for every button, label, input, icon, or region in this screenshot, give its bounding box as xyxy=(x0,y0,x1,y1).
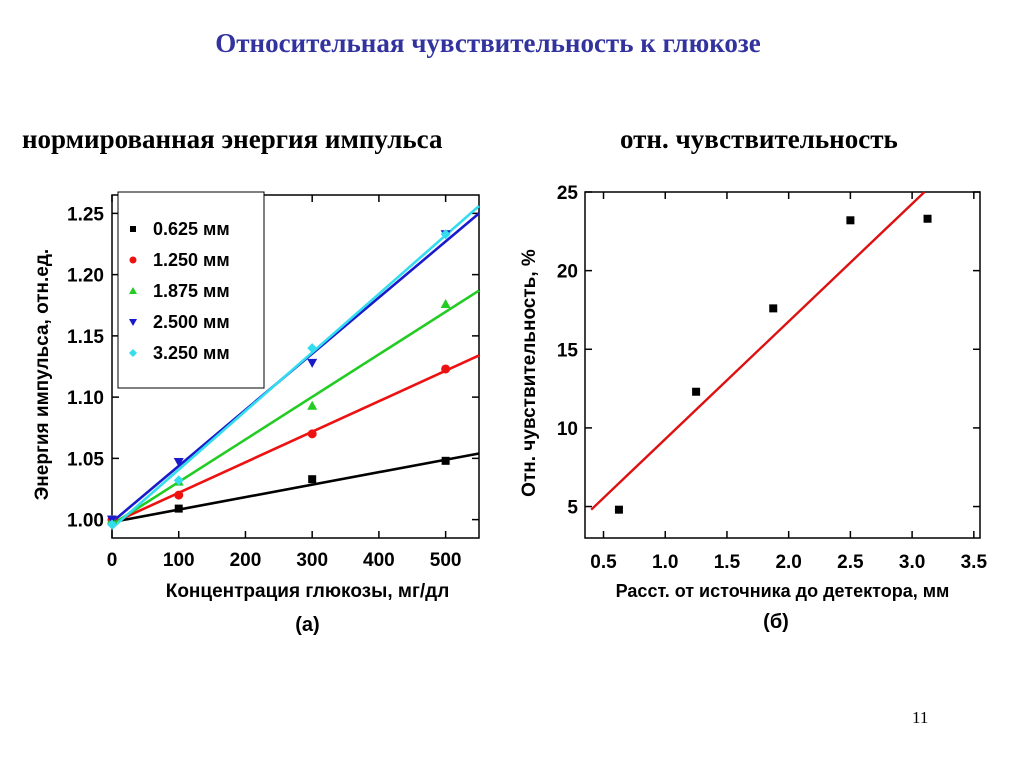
data-point xyxy=(441,456,450,465)
legend-label: 2.500 мм xyxy=(153,312,230,332)
y-tick-label: 20 xyxy=(557,262,578,283)
x-tick-label: 0.5 xyxy=(590,552,617,573)
y-tick-label: 1.20 xyxy=(67,266,104,287)
data-point xyxy=(441,364,451,374)
fit-line xyxy=(111,205,480,530)
x-tick-label: 100 xyxy=(163,550,195,571)
y-tick-label: 15 xyxy=(557,340,579,361)
x-tick-label: 0 xyxy=(107,550,118,571)
data-point xyxy=(174,490,184,500)
legend-label: 3.250 мм xyxy=(153,343,230,363)
subtitle-right: отн. чувствительность xyxy=(620,124,898,154)
data-point xyxy=(440,299,451,309)
y-tick-label: 1.10 xyxy=(67,388,104,409)
legend-marker xyxy=(129,256,137,264)
legend-label: 1.875 мм xyxy=(153,281,230,301)
y-axis-label: Отн. чувствительность, % xyxy=(519,249,540,497)
legend-marker xyxy=(129,349,137,357)
x-tick-label: 2.0 xyxy=(775,552,801,573)
fit-line xyxy=(590,191,926,511)
y-tick-label: 1.05 xyxy=(67,449,104,470)
x-axis-label: Расст. от источника до детектора, мм xyxy=(616,581,950,601)
data-point xyxy=(769,304,778,313)
data-point xyxy=(107,519,117,530)
fit-line xyxy=(111,452,480,524)
data-point xyxy=(174,504,183,513)
y-tick-label: 10 xyxy=(557,419,578,440)
legend-label: 1.250 мм xyxy=(153,250,230,270)
data-point xyxy=(307,429,317,439)
data-point xyxy=(923,214,932,223)
y-axis-label: Энергия импульса, отн.ед. xyxy=(32,249,53,500)
data-point xyxy=(307,343,318,354)
x-tick-label: 400 xyxy=(363,550,395,571)
data-point xyxy=(440,229,451,240)
x-tick-label: 300 xyxy=(296,550,328,571)
data-point xyxy=(173,475,184,486)
legend-marker xyxy=(129,319,137,326)
chart-caption: (а) xyxy=(295,614,319,636)
data-point xyxy=(846,216,855,225)
x-tick-label: 2.5 xyxy=(837,552,864,573)
page-number: 11 xyxy=(912,708,929,727)
y-tick-label: 5 xyxy=(567,498,578,519)
data-point xyxy=(614,505,623,514)
x-tick-label: 3.5 xyxy=(961,552,988,573)
subtitle-left: нормированная энергия импульса xyxy=(22,124,443,154)
x-tick-label: 200 xyxy=(230,550,262,571)
x-tick-label: 3.0 xyxy=(899,552,925,573)
legend-box xyxy=(117,191,265,389)
x-axis-label: Концентрация глюкозы, мг/дл xyxy=(166,581,450,602)
x-tick-label: 500 xyxy=(430,550,462,571)
y-tick-label: 1.00 xyxy=(67,511,104,532)
x-tick-label: 1.5 xyxy=(714,552,741,573)
data-point xyxy=(692,387,701,396)
legend-label: 0.625 мм xyxy=(153,219,230,239)
data-point xyxy=(307,358,318,368)
data-point xyxy=(308,475,317,484)
plot-frame xyxy=(584,191,981,539)
fit-line xyxy=(111,289,480,526)
slide-title: Относительная чувствительность к глюкозе xyxy=(215,28,761,58)
legend-marker xyxy=(130,226,136,232)
data-point xyxy=(173,458,184,468)
legend-marker xyxy=(129,287,137,294)
y-tick-label: 1.25 xyxy=(67,204,104,225)
y-tick-label: 25 xyxy=(557,183,579,204)
x-tick-label: 1.0 xyxy=(652,552,678,573)
data-point xyxy=(307,400,318,410)
chart-caption: (б) xyxy=(763,611,789,633)
plot-frame xyxy=(111,194,480,539)
fit-line xyxy=(111,354,480,525)
y-tick-label: 1.15 xyxy=(67,327,104,348)
